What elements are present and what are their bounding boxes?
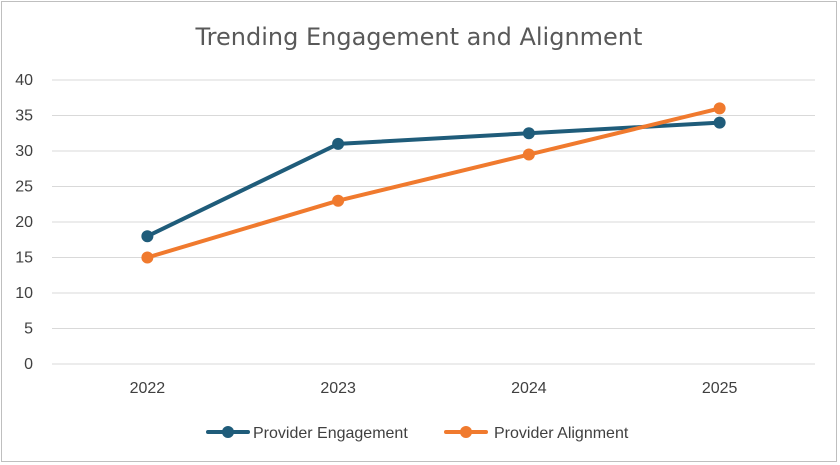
x-tick-label: 2025 bbox=[702, 380, 738, 397]
data-point bbox=[332, 137, 345, 150]
series-layer bbox=[141, 102, 726, 264]
y-tick-label: 20 bbox=[15, 214, 33, 231]
series-1 bbox=[141, 116, 726, 243]
data-point bbox=[522, 127, 535, 140]
data-point bbox=[141, 251, 154, 264]
y-tick-label: 25 bbox=[15, 179, 33, 196]
legend-swatch-marker bbox=[460, 426, 472, 438]
gridlines bbox=[52, 79, 815, 365]
series-line bbox=[145, 106, 722, 260]
y-tick-label: 15 bbox=[15, 250, 33, 267]
y-tick-label: 30 bbox=[15, 143, 33, 160]
series-2 bbox=[141, 102, 726, 264]
legend-item: Provider Engagement bbox=[206, 425, 408, 442]
series-line bbox=[145, 120, 722, 239]
y-axis-ticks: 0 5 10 15 20 25 30 35 40 bbox=[15, 72, 33, 373]
legend-label: Provider Engagement bbox=[253, 425, 408, 442]
legend-label: Provider Alignment bbox=[494, 425, 629, 442]
chart-title: Trending Engagement and Alignment bbox=[195, 23, 643, 51]
y-tick-label: 40 bbox=[15, 72, 33, 89]
y-tick-label: 10 bbox=[15, 285, 33, 302]
y-tick-label: 5 bbox=[24, 321, 33, 338]
legend-swatch-marker bbox=[222, 426, 234, 438]
x-tick-label: 2022 bbox=[130, 380, 166, 397]
y-tick-label: 35 bbox=[15, 108, 33, 125]
data-point bbox=[141, 230, 154, 243]
data-point bbox=[713, 102, 726, 115]
y-tick-label: 0 bbox=[24, 356, 33, 373]
x-axis-ticks: 2022 2023 2024 2025 bbox=[130, 380, 738, 397]
data-point bbox=[332, 194, 345, 207]
data-point bbox=[713, 116, 726, 129]
x-tick-label: 2023 bbox=[320, 380, 356, 397]
legend-item: Provider Alignment bbox=[444, 425, 629, 442]
data-point bbox=[522, 148, 535, 161]
x-tick-label: 2024 bbox=[511, 380, 547, 397]
legend: Provider Engagement Provider Alignment bbox=[206, 425, 629, 442]
